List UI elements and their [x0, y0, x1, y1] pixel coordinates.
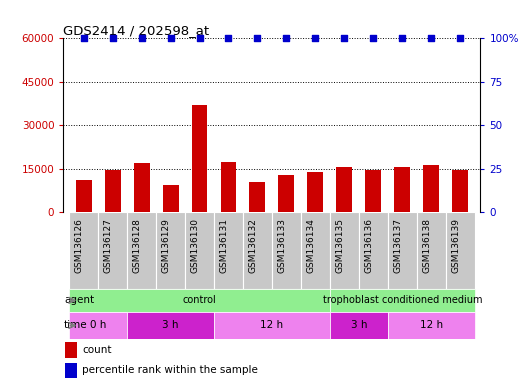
- Bar: [249, 182, 266, 212]
- Text: GSM136128: GSM136128: [133, 218, 142, 273]
- Text: GSM136129: GSM136129: [162, 218, 171, 273]
- Text: GSM136137: GSM136137: [393, 218, 402, 273]
- Point: [340, 35, 348, 41]
- Bar: [69, 212, 98, 289]
- Bar: [192, 105, 208, 212]
- Bar: [301, 212, 330, 289]
- Point: [224, 35, 233, 41]
- Bar: [307, 172, 323, 212]
- Bar: [156, 212, 185, 289]
- Point: [282, 35, 290, 41]
- Bar: [243, 212, 272, 289]
- Bar: [221, 162, 237, 212]
- Bar: [388, 311, 475, 339]
- Point: [456, 35, 465, 41]
- Text: agent: agent: [64, 295, 94, 305]
- Text: 12 h: 12 h: [260, 320, 284, 330]
- Text: GSM136136: GSM136136: [364, 218, 373, 273]
- Text: GSM136133: GSM136133: [277, 218, 286, 273]
- Point: [427, 35, 436, 41]
- Text: percentile rank within the sample: percentile rank within the sample: [82, 365, 258, 375]
- Bar: [394, 167, 410, 212]
- Bar: [423, 164, 439, 212]
- Point: [369, 35, 378, 41]
- Text: GSM136130: GSM136130: [191, 218, 200, 273]
- Bar: [272, 212, 301, 289]
- Bar: [76, 180, 91, 212]
- Bar: [417, 212, 446, 289]
- Bar: [185, 212, 214, 289]
- Bar: [105, 170, 120, 212]
- Bar: [330, 311, 388, 339]
- Point: [311, 35, 319, 41]
- Bar: [65, 362, 77, 378]
- Bar: [330, 289, 475, 311]
- Bar: [214, 311, 330, 339]
- Bar: [330, 212, 359, 289]
- Text: GSM136126: GSM136126: [74, 218, 83, 273]
- Text: 12 h: 12 h: [420, 320, 443, 330]
- Point: [398, 35, 407, 41]
- Text: control: control: [183, 295, 216, 305]
- Point: [195, 35, 204, 41]
- Bar: [336, 167, 352, 212]
- Text: 3 h: 3 h: [351, 320, 367, 330]
- Text: GSM136131: GSM136131: [220, 218, 229, 273]
- Text: GSM136127: GSM136127: [103, 218, 112, 273]
- Text: GDS2414 / 202598_at: GDS2414 / 202598_at: [63, 24, 210, 37]
- Bar: [452, 170, 468, 212]
- Bar: [69, 311, 127, 339]
- Bar: [163, 185, 178, 212]
- Text: GSM136135: GSM136135: [335, 218, 344, 273]
- Text: count: count: [82, 345, 111, 355]
- Bar: [446, 212, 475, 289]
- Point: [108, 35, 117, 41]
- Bar: [127, 212, 156, 289]
- Text: 3 h: 3 h: [162, 320, 179, 330]
- Text: GSM136138: GSM136138: [422, 218, 431, 273]
- Bar: [98, 212, 127, 289]
- Bar: [214, 212, 243, 289]
- Point: [253, 35, 262, 41]
- Text: GSM136139: GSM136139: [451, 218, 460, 273]
- Bar: [134, 163, 149, 212]
- Text: GSM136134: GSM136134: [306, 218, 315, 273]
- Bar: [127, 311, 214, 339]
- Text: trophoblast conditioned medium: trophoblast conditioned medium: [323, 295, 482, 305]
- Point: [79, 35, 88, 41]
- Point: [137, 35, 146, 41]
- Bar: [65, 342, 77, 358]
- Bar: [69, 289, 330, 311]
- Bar: [359, 212, 388, 289]
- Bar: [365, 170, 381, 212]
- Bar: [388, 212, 417, 289]
- Text: GSM136132: GSM136132: [249, 218, 258, 273]
- Point: [166, 35, 175, 41]
- Text: time: time: [64, 320, 88, 330]
- Text: 0 h: 0 h: [90, 320, 106, 330]
- Bar: [278, 175, 295, 212]
